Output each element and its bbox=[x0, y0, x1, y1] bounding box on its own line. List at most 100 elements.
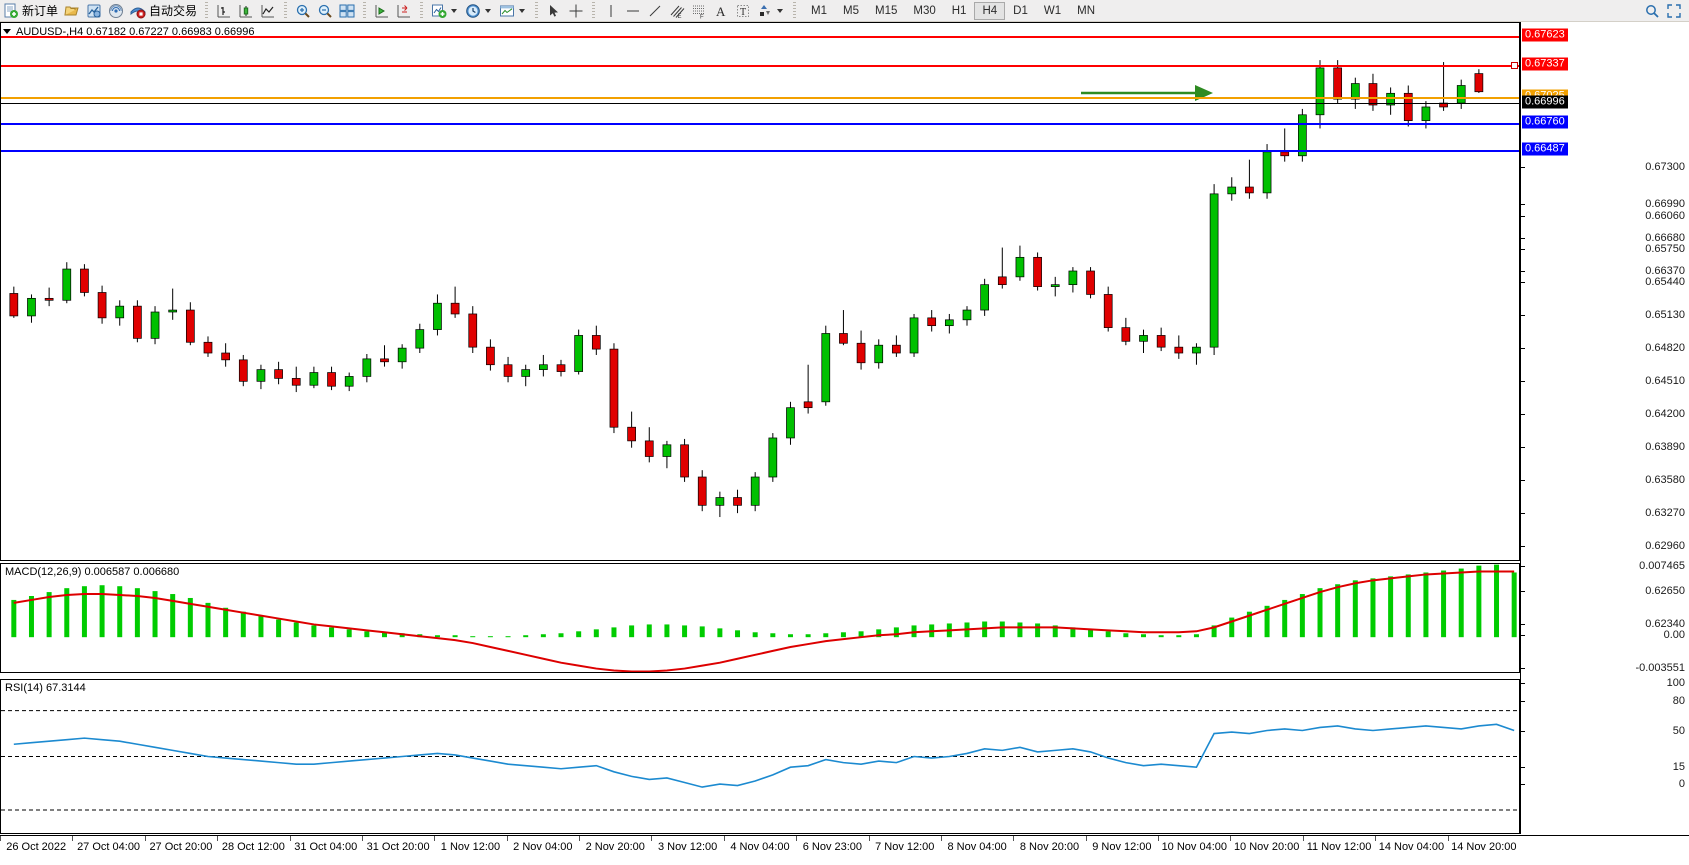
time-tick-label: 1 Nov 12:00 bbox=[440, 841, 501, 853]
scale-tick-mark bbox=[1521, 414, 1525, 415]
auto-scroll-button[interactable] bbox=[393, 1, 415, 21]
periods-button[interactable] bbox=[462, 1, 496, 21]
zoom-in-button[interactable] bbox=[292, 1, 314, 21]
time-tick-mark bbox=[1085, 836, 1087, 841]
macd-histogram-bar bbox=[840, 632, 846, 638]
macd-histogram-bar bbox=[717, 628, 723, 638]
chevron-down-icon[interactable] bbox=[485, 8, 492, 13]
resistance-line-2-label[interactable]: 0.67337 bbox=[1522, 57, 1568, 71]
toolbar-separator bbox=[590, 1, 598, 20]
candle-body bbox=[1068, 270, 1078, 286]
signals-button[interactable] bbox=[105, 1, 127, 21]
timeframe-mn[interactable]: MN bbox=[1077, 4, 1095, 17]
toolbar-separator bbox=[533, 1, 541, 20]
scale-tick-mark bbox=[1521, 348, 1525, 349]
rsi-pane[interactable]: RSI(14) 67.3144 bbox=[0, 679, 1520, 834]
time-scale-axis[interactable]: 26 Oct 2022 27 Oct 04:00 27 Oct 20:00 28 Oc… bbox=[0, 835, 1689, 865]
resistance-line-2[interactable] bbox=[1, 65, 1519, 67]
resistance-line-1-label[interactable]: 0.67623 bbox=[1522, 28, 1568, 42]
autotrading-icon bbox=[130, 3, 146, 19]
timeframe-h4[interactable]: H4 bbox=[974, 1, 1006, 20]
macd-pane[interactable]: MACD(12,26,9) 0.006587 0.006680 bbox=[0, 563, 1520, 673]
zoom-out-button[interactable] bbox=[314, 1, 336, 21]
templates-button[interactable] bbox=[496, 1, 530, 21]
macd-histogram-bar bbox=[593, 629, 599, 638]
timeframe-h1[interactable]: H1 bbox=[951, 4, 967, 17]
macd-histogram-bar bbox=[1211, 625, 1217, 638]
trendline-tool[interactable] bbox=[644, 1, 666, 21]
support-line-2[interactable] bbox=[1, 150, 1519, 152]
text-label-tool[interactable]: T bbox=[732, 1, 754, 21]
candle-body bbox=[168, 309, 178, 313]
new-order-button[interactable]: 新订单 bbox=[0, 1, 61, 21]
price-scale-axis[interactable]: 0.66060 0.65750 0.65440 0.65130 0.64820 0.645… bbox=[1520, 22, 1689, 834]
candle-body bbox=[1298, 114, 1307, 157]
toolbar-right-tools bbox=[1641, 1, 1689, 21]
scale-tick-mark bbox=[1521, 480, 1525, 481]
price-chart-pane[interactable]: AUDUSD-,H4 0.67182 0.67227 0.66983 0.669… bbox=[0, 22, 1520, 561]
equidistant-channel-icon: E bbox=[669, 3, 685, 19]
candlestick-chart-button[interactable] bbox=[235, 1, 257, 21]
fibonacci-tool[interactable]: F bbox=[688, 1, 710, 21]
autotrading-button[interactable]: 自动交易 bbox=[127, 1, 200, 21]
chevron-down-icon[interactable] bbox=[777, 8, 784, 13]
macd-histogram-bar bbox=[276, 619, 282, 638]
scale-tick-mark bbox=[1521, 513, 1525, 514]
price-tick-label: 0.65750 bbox=[1645, 243, 1685, 255]
cursor-tool[interactable] bbox=[543, 1, 565, 21]
macd-histogram-bar bbox=[1193, 634, 1199, 638]
candle-body bbox=[256, 369, 266, 382]
rsi-title: RSI(14) 67.3144 bbox=[5, 682, 86, 694]
scale-tick-mark bbox=[1521, 591, 1525, 592]
macd-histogram-bar bbox=[664, 624, 670, 638]
time-tick-label: 2 Nov 04:00 bbox=[513, 841, 573, 853]
timeframe-m15[interactable]: M15 bbox=[875, 4, 898, 17]
line-chart-button[interactable] bbox=[257, 1, 279, 21]
candle-body bbox=[962, 309, 972, 321]
resistance-line-1[interactable] bbox=[1, 36, 1519, 38]
candle-body bbox=[1103, 294, 1113, 328]
candle-body bbox=[556, 364, 566, 372]
expand-button[interactable] bbox=[1663, 1, 1685, 21]
time-tick-mark bbox=[579, 836, 581, 841]
scale-tick-mark bbox=[1521, 271, 1525, 272]
expert-advisors-button[interactable] bbox=[61, 1, 83, 21]
bar-chart-button[interactable] bbox=[213, 1, 235, 21]
data-window-button[interactable] bbox=[83, 1, 105, 21]
timeframe-m5[interactable]: M5 bbox=[843, 4, 859, 17]
time-tick-label: 14 Nov 04:00 bbox=[1378, 841, 1445, 853]
timeframe-w1[interactable]: W1 bbox=[1043, 4, 1062, 17]
search-button[interactable] bbox=[1641, 1, 1663, 21]
support-line-1-label[interactable]: 0.66760 bbox=[1522, 115, 1568, 129]
candle-body bbox=[662, 444, 672, 457]
horizontal-line-tool[interactable] bbox=[622, 1, 644, 21]
candle-body bbox=[521, 369, 531, 377]
chevron-down-icon[interactable] bbox=[3, 29, 11, 34]
line-drag-handle[interactable] bbox=[1511, 62, 1518, 69]
current-price-line-label[interactable]: 0.66996 bbox=[1522, 95, 1568, 109]
timeframe-d1[interactable]: D1 bbox=[1013, 4, 1028, 17]
support-line-2-label[interactable]: 0.66487 bbox=[1522, 142, 1568, 156]
shapes-tool[interactable] bbox=[754, 1, 788, 21]
tile-windows-button[interactable] bbox=[336, 1, 358, 21]
chart-shift-button[interactable] bbox=[371, 1, 393, 21]
support-line-1[interactable] bbox=[1, 123, 1519, 125]
macd-histogram-bar bbox=[735, 630, 741, 638]
timeframe-m30[interactable]: M30 bbox=[913, 4, 936, 17]
svg-text:T: T bbox=[740, 7, 746, 18]
indicators-button[interactable] bbox=[428, 1, 462, 21]
vertical-line-tool[interactable] bbox=[600, 1, 622, 21]
text-tool[interactable]: A bbox=[710, 1, 732, 21]
pivot-line[interactable] bbox=[1, 97, 1519, 99]
crosshair-tool[interactable] bbox=[565, 1, 587, 21]
macd-histogram-bar bbox=[1246, 611, 1252, 638]
svg-text:E: E bbox=[678, 14, 682, 19]
equidistant-channel-tool[interactable]: E bbox=[666, 1, 688, 21]
toolbar-separator bbox=[361, 1, 369, 20]
chevron-down-icon[interactable] bbox=[451, 8, 458, 13]
macd-histogram-bar bbox=[1458, 568, 1464, 638]
candle-body bbox=[839, 333, 848, 344]
chevron-down-icon[interactable] bbox=[519, 8, 526, 13]
timeframe-m1[interactable]: M1 bbox=[811, 4, 828, 17]
macd-histogram-bar bbox=[1052, 625, 1058, 638]
